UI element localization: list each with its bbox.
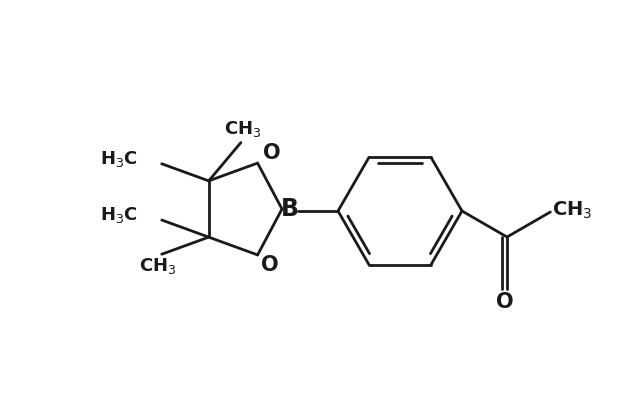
Text: CH$_3$: CH$_3$	[552, 199, 593, 221]
Text: O: O	[260, 255, 278, 275]
Text: B: B	[281, 197, 299, 221]
Text: O: O	[496, 292, 514, 312]
Text: H$_3$C: H$_3$C	[100, 205, 138, 225]
Text: H$_3$C: H$_3$C	[100, 149, 138, 169]
Text: CH$_3$: CH$_3$	[139, 256, 177, 276]
Text: O: O	[263, 143, 280, 163]
Text: CH$_3$: CH$_3$	[224, 118, 262, 139]
